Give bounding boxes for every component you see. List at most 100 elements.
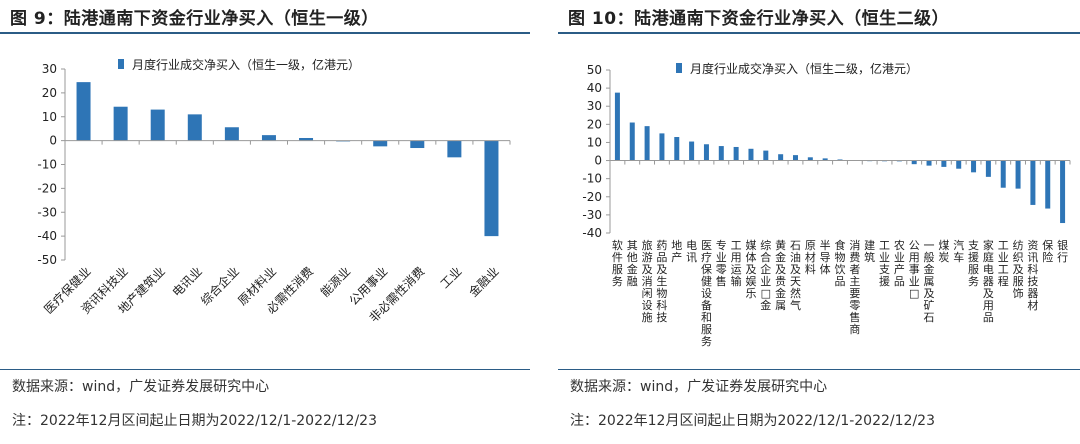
bar-专业零售: [718, 146, 724, 161]
y-tick-label: 40: [587, 81, 602, 95]
x-category-label: 其他金融: [627, 239, 638, 288]
x-category-label: 黄金及贵金属: [775, 238, 786, 312]
bar-医疗保健业: [76, 82, 91, 141]
y-tick-label: 10: [42, 110, 57, 124]
x-category-label: 工用运输: [731, 239, 742, 288]
chart-panel-hs-level2: 图 10：陆港通南下资金行业净买入（恒生二级） 月度行业成交净买入（恒生二级，亿…: [558, 0, 1080, 444]
x-category-label: 纺织及服饰: [1013, 238, 1024, 300]
bar-chart-hs-level2: 月度行业成交净买入（恒生二级，亿港元） 50 40 30 20 10 0 -10 -20 -30 -…: [582, 61, 1071, 348]
x-category-label: 专业零售: [716, 238, 727, 288]
x-category-label: 工业工程: [998, 239, 1009, 288]
x-category-label: 综合企业□金: [760, 238, 771, 312]
x-category-label: 半导体: [820, 238, 831, 276]
y-tick-label: -50: [37, 253, 57, 267]
bar-综合企业□金: [763, 150, 769, 161]
bar-地产建筑业: [150, 109, 165, 141]
legend-label: 月度行业成交净买入（恒生二级，亿港元）: [690, 61, 918, 76]
x-category-label: 家庭电器及用品: [983, 238, 994, 324]
bar-汽车: [956, 160, 962, 169]
bar-地产: [674, 137, 680, 161]
chart-title: 图 10：陆港通南下资金行业净买入（恒生二级）: [568, 9, 950, 29]
bar-原材料业: [261, 135, 276, 141]
y-tick-label: 0: [49, 134, 57, 148]
bar-黄金及贵金属: [778, 154, 784, 161]
x-category-label: 电讯: [686, 239, 697, 264]
bar-chart-hs-level1: 月度行业成交净买入（恒生一级，亿港元） 30 20 10 0 -10 -20 -30 -40 -5…: [37, 57, 511, 325]
y-tick-label: -30: [582, 208, 602, 222]
y-tick-label: -10: [582, 172, 602, 186]
y-tick-label: 30: [587, 99, 602, 113]
y-tick-label: 10: [587, 135, 602, 149]
x-category-label: 药品及生物科技: [656, 239, 667, 324]
bar-非必需性消费: [410, 140, 425, 149]
x-category-label: 地产: [671, 239, 682, 264]
x-category-label: 工业: [438, 264, 465, 291]
chart-title: 图 9：陆港通南下资金行业净买入（恒生一级）: [10, 9, 379, 29]
x-category-label: 能源业: [318, 264, 353, 299]
x-category-label: 煤炭: [938, 239, 949, 264]
date-note: 注：2022年12月区间起止日期为2022/12/1-2022/12/23: [570, 413, 935, 429]
y-tick-label: -30: [37, 205, 57, 219]
chart-panel-hs-level1: 图 9：陆港通南下资金行业净买入（恒生一级） 月度行业成交净买入（恒生一级，亿港…: [0, 0, 530, 444]
x-category-label: 农业产品: [894, 238, 905, 288]
bar-石油及天然气: [792, 155, 798, 161]
x-category-label: 综合企业: [197, 264, 242, 309]
legend-label: 月度行业成交净买入（恒生一级，亿港元）: [132, 57, 360, 72]
bar-食物饮品: [837, 159, 843, 161]
bar-其他金融: [629, 122, 635, 161]
bar-媒体及娱乐: [748, 148, 754, 161]
bar-保险: [1045, 160, 1051, 209]
date-note: 注：2022年12月区间起止日期为2022/12/1-2022/12/23: [12, 413, 377, 429]
y-tick-label: 30: [42, 62, 57, 76]
bar-药品及生物科技: [659, 133, 665, 161]
x-category-label: 媒体及娱乐: [745, 239, 756, 300]
bar-资讯科技业: [113, 106, 128, 141]
bar-医疗保健设备和服务: [703, 144, 709, 161]
legend-swatch: [676, 63, 682, 73]
y-tick-label: 20: [587, 117, 602, 131]
bar-工业: [447, 140, 462, 158]
data-source: 数据来源：wind，广发证券发展研究中心: [570, 379, 828, 395]
y-tick-label: -40: [37, 229, 57, 243]
title-divider: [0, 32, 530, 34]
x-category-label: 汽车: [953, 238, 964, 264]
bar-公用事业: [373, 140, 388, 147]
bar-公用事业□: [911, 160, 917, 165]
bar-电讯: [689, 141, 695, 161]
bar-煤炭: [941, 160, 947, 167]
bar-纺织及服饰: [1015, 160, 1021, 189]
data-source: 数据来源：wind，广发证券发展研究中心: [12, 379, 270, 395]
y-tick-label: 0: [594, 154, 602, 168]
y-tick-label: -20: [582, 190, 602, 204]
y-tick-label: -10: [37, 158, 57, 172]
x-category-label: 银行: [1057, 238, 1068, 264]
x-category-label: 资讯科技器材: [1027, 239, 1038, 312]
x-category-label: 原材料: [805, 239, 816, 276]
title-divider: [558, 32, 1080, 34]
x-category-label: 旅游及消闲设施: [642, 238, 653, 324]
bar-银行: [1060, 160, 1066, 224]
bar-家庭电器及用品: [985, 160, 991, 177]
x-category-label: 医疗保健设备和服务: [701, 239, 712, 348]
bar-支援服务: [971, 160, 977, 173]
y-tick-label: 20: [42, 86, 57, 100]
bar-综合企业: [224, 127, 239, 141]
bar-半导体: [822, 158, 828, 161]
x-category-label: 消费者主要零售商: [849, 238, 860, 336]
x-category-label: 金融业: [466, 264, 502, 300]
bar-工用运输: [733, 146, 739, 161]
bar-原材料: [807, 157, 813, 161]
bar-工业工程: [1000, 160, 1006, 188]
x-category-label: 保险: [1042, 238, 1053, 264]
bar-资讯科技器材: [1030, 160, 1036, 205]
bar-旅游及消闲设施: [644, 126, 650, 161]
x-category-label: 支援服务: [968, 239, 979, 288]
bar-必需性消费: [299, 137, 314, 141]
bar-电讯业: [187, 114, 202, 141]
y-tick-label: -20: [37, 181, 57, 195]
y-tick-label: 50: [587, 63, 602, 77]
x-category-label: 石油及天然气: [790, 239, 801, 312]
x-category-label: 公用事业□: [909, 239, 920, 300]
bar-一般金属及矿石: [926, 160, 932, 166]
bar-金融业: [484, 140, 499, 237]
